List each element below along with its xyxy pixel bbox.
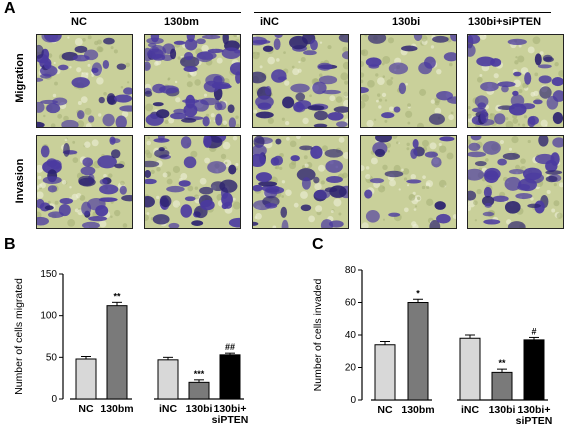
- micrograph-invasion-5: [467, 135, 564, 229]
- chart-migrated: 0 50 100 150 Number of cells migrated NC ** 130…: [13, 269, 249, 426]
- column-label-inc: iNC: [260, 16, 279, 28]
- column-label-130bi: 130bi: [392, 16, 421, 28]
- column-label-130bi-sipten: 130bi+siPTEN: [468, 16, 542, 28]
- significance-label: ##: [225, 342, 235, 352]
- x-category-label: iNC: [159, 403, 178, 415]
- x-category-label: 130bm: [401, 404, 434, 416]
- x-category-label: 130bi: [186, 403, 213, 415]
- x-category-label: NC: [78, 403, 94, 415]
- bar: [523, 339, 545, 401]
- micrograph-migration-5: [467, 34, 564, 128]
- bar: [491, 371, 513, 401]
- significance-label: **: [498, 358, 506, 368]
- micrograph-migration-3: [252, 34, 349, 128]
- row-label-migration: Migration: [14, 53, 26, 103]
- micrograph-migration-1: [36, 34, 133, 128]
- significance-label: ***: [194, 369, 205, 379]
- x-category-label: 130bi: [489, 404, 516, 416]
- bar: [219, 354, 241, 400]
- x-category-label: siPTEN: [516, 415, 553, 427]
- significance-label: *: [416, 288, 420, 298]
- y-tick-label: 100: [40, 311, 57, 322]
- y-tick-label: 0: [350, 395, 356, 406]
- column-label-nc: NC: [71, 16, 87, 28]
- micrograph-invasion-4: [360, 135, 457, 229]
- column-label-130bm: 130bm: [164, 16, 199, 28]
- row-label-invasion: Invasion: [14, 158, 26, 204]
- y-tick-label: 150: [40, 269, 57, 280]
- bar: [459, 337, 481, 401]
- x-category-label: NC: [377, 404, 393, 416]
- bar: [407, 302, 429, 401]
- x-category-label: 130bi+: [214, 403, 247, 415]
- y-tick-label: 50: [46, 352, 58, 363]
- micrograph-invasion-2: [144, 135, 241, 229]
- x-category-label: 130bi+: [518, 404, 551, 416]
- significance-label: #: [531, 326, 536, 336]
- y-axis-label: Number of cells migrated: [13, 278, 25, 395]
- significance-label: **: [113, 291, 121, 301]
- y-tick-label: 80: [345, 265, 357, 276]
- x-category-label: siPTEN: [212, 414, 249, 426]
- x-category-label: 130bm: [100, 403, 133, 415]
- panel-a-letter: A: [4, 0, 16, 17]
- y-tick-label: 40: [345, 330, 357, 341]
- y-tick-label: 60: [345, 298, 357, 309]
- panel-b-letter: B: [4, 236, 16, 253]
- group-line-right: [254, 12, 551, 13]
- bar: [106, 305, 128, 400]
- bar: [374, 344, 396, 401]
- micrograph-invasion-3: [252, 135, 349, 229]
- bar: [75, 358, 97, 400]
- y-axis-label: Number of cells invaded: [312, 279, 324, 392]
- bar: [157, 359, 179, 400]
- bar: [188, 381, 210, 400]
- micrograph-invasion-1: [36, 135, 133, 229]
- chart-invaded: 0 20 40 60 80 Number of cells invaded NC * 130bm…: [312, 265, 553, 427]
- panel-c-letter: C: [312, 236, 324, 253]
- micrograph-migration-2: [144, 34, 241, 128]
- micrograph-migration-4: [360, 34, 457, 128]
- y-tick-label: 20: [345, 363, 357, 374]
- x-category-label: iNC: [461, 404, 480, 416]
- y-tick-label: 0: [51, 394, 57, 405]
- group-line-left: [70, 12, 241, 13]
